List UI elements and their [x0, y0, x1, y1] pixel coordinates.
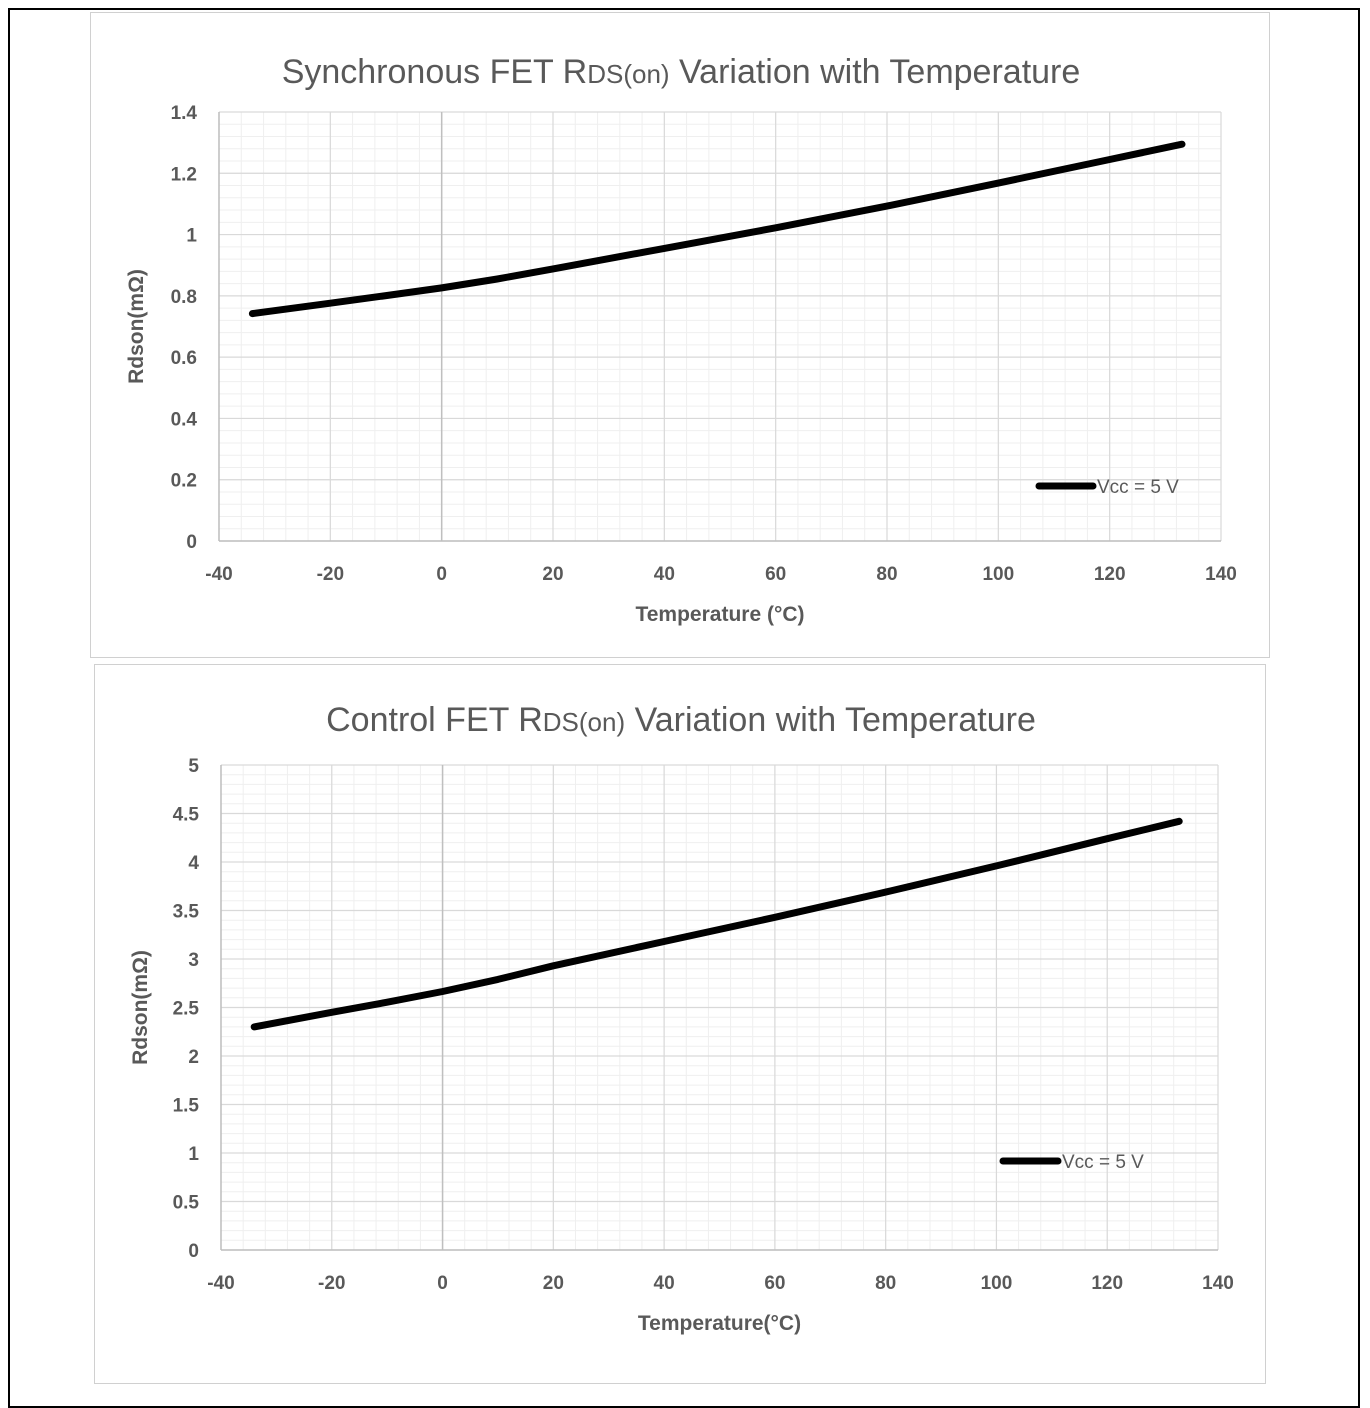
chart2-x-tick-label: 120: [1091, 1273, 1123, 1294]
chart2-y-tick-label: 1: [188, 1144, 199, 1165]
chart2-x-tick-label: -20: [318, 1273, 345, 1294]
chart1-x-tick-label: 20: [542, 564, 563, 585]
chart1-x-tick-label: 60: [765, 564, 786, 585]
chart2-x-tick-label: 140: [1202, 1273, 1234, 1294]
chart1-x-tick-label: -40: [205, 564, 232, 585]
chart1-title: Synchronous FET RDS(on) Variation with T…: [282, 53, 1081, 91]
chart1-y-tick-label: 0: [186, 532, 197, 553]
chart1-y-tick-label: 0.8: [171, 287, 197, 308]
chart1-y-tick-label: 0.4: [171, 409, 198, 430]
chart1-y-axis-title: Rdson(mΩ): [125, 269, 148, 384]
chart1-series-line: [248, 140, 1186, 318]
chart1-y-tick-label: 1.4: [171, 103, 198, 124]
chart2-y-tick-label: 1.5: [173, 1096, 200, 1117]
chart1-minor-grid: [218, 111, 1222, 542]
chart2-title-main-after: Variation with Temperature: [625, 701, 1036, 739]
chart2-title: Control FET RDS(on) Variation with Tempe…: [326, 701, 1036, 739]
chart2-legend-label: Vcc = 5 V: [1062, 1152, 1144, 1173]
chart2-series-line: [250, 817, 1183, 1031]
chart2-y-tick-label: 0.5: [173, 1193, 200, 1214]
chart2-y-axis-title: Rdson(mΩ): [129, 950, 152, 1065]
chart1-x-tick-label: 100: [982, 564, 1014, 585]
chart2-y-tick-label: 4.5: [173, 805, 200, 826]
chart1-y-tick-label: 0.2: [171, 471, 197, 492]
chart2-x-tick-label: 40: [654, 1273, 675, 1294]
chart1-x-tick-label: 120: [1094, 564, 1126, 585]
chart1-y-tick-label: 1.2: [171, 164, 197, 185]
chart2-y-tick-label: 2.5: [173, 999, 200, 1020]
chart1-x-axis-title: Temperature (°C): [635, 603, 804, 626]
chart2-x-tick-label: 0: [437, 1273, 448, 1294]
chart1-y-tick-label: 1: [186, 226, 197, 247]
chart-panel-synchronous-fet: Synchronous FET RDS(on) Variation with T…: [90, 12, 1270, 658]
chart1-major-grid: [218, 111, 1222, 542]
chart1-x-tick-label: 80: [876, 564, 897, 585]
chart1-x-tick-label: -20: [317, 564, 344, 585]
chart2-y-tick-label: 4: [188, 853, 199, 874]
chart1-x-tick-label: 40: [654, 564, 675, 585]
chart2-y-tick-label: 0: [188, 1241, 199, 1262]
chart2-y-tick-label: 5: [188, 756, 199, 777]
chart2-y-tick-label: 3: [188, 950, 199, 971]
chart-svg-synchronous-fet: Synchronous FET RDS(on) Variation with T…: [125, 53, 1237, 626]
chart2-x-tick-label: 60: [764, 1273, 785, 1294]
chart2-x-tick-label: 20: [543, 1273, 564, 1294]
chart1-x-tick-label: 140: [1205, 564, 1237, 585]
chart1-x-tick-label: 0: [436, 564, 447, 585]
chart2-y-tick-label: 3.5: [173, 902, 200, 923]
chart1-title-main-before: Synchronous FET R: [282, 53, 588, 91]
chart-panel-control-fet: Control FET RDS(on) Variation with Tempe…: [94, 664, 1266, 1384]
chart1-legend-label: Vcc = 5 V: [1097, 477, 1179, 498]
chart2-x-axis-title: Temperature(°C): [638, 1312, 801, 1335]
chart2-title-small: DS(on): [543, 707, 625, 737]
chart2-x-tick-label: -40: [207, 1273, 234, 1294]
chart2-x-tick-label: 80: [875, 1273, 896, 1294]
chart-svg-control-fet: Control FET RDS(on) Variation with Tempe…: [129, 701, 1234, 1335]
chart1-title-small: DS(on): [587, 59, 669, 89]
chart2-title-main-before: Control FET R: [326, 701, 543, 739]
chart1-y-tick-label: 0.6: [171, 348, 197, 369]
chart2-x-tick-label: 100: [981, 1273, 1013, 1294]
chart1-title-main-after: Variation with Temperature: [670, 53, 1081, 91]
chart2-y-tick-label: 2: [188, 1047, 199, 1068]
